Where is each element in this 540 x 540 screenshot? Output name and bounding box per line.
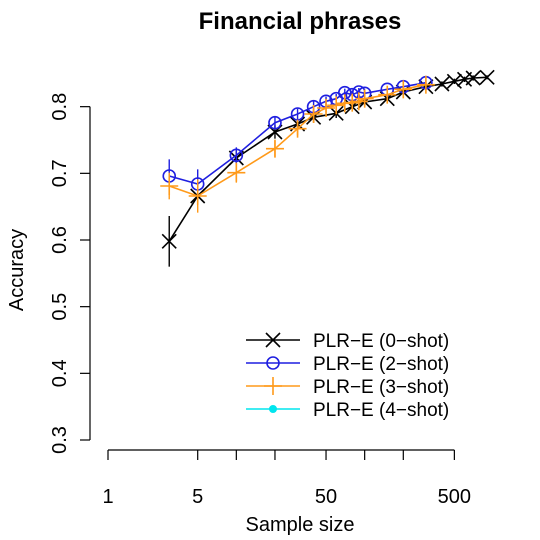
legend-label: PLR−E (0−shot) bbox=[313, 331, 449, 352]
data-point bbox=[479, 69, 495, 85]
x-tick-label: 1 bbox=[102, 486, 113, 508]
series-2 bbox=[160, 75, 435, 213]
data-point bbox=[446, 73, 462, 89]
x-tick-label: 500 bbox=[438, 486, 471, 508]
legend-marker bbox=[264, 377, 282, 395]
data-point bbox=[229, 148, 244, 163]
legend: PLR−E (0−shot)PLR−E (2−shot)PLR−E (3−sho… bbox=[246, 331, 449, 421]
data-point bbox=[160, 177, 179, 195]
y-axis: 0.3 0.4 0.5 0.6 0.7 0.8 bbox=[49, 93, 91, 454]
series-line bbox=[168, 76, 488, 242]
plot-area bbox=[160, 69, 495, 267]
x-axis-label: Sample size bbox=[246, 514, 355, 536]
legend-entry: PLR−E (0−shot) bbox=[246, 331, 449, 352]
data-point bbox=[416, 75, 435, 94]
data-point bbox=[434, 76, 450, 92]
data-point bbox=[161, 233, 177, 249]
data-point bbox=[288, 119, 307, 138]
data-point bbox=[188, 187, 207, 205]
legend-marker bbox=[265, 332, 281, 348]
x-tick-label: 5 bbox=[192, 486, 203, 508]
y-tick-label: 0.7 bbox=[49, 159, 71, 187]
data-point bbox=[394, 80, 413, 99]
legend-label: PLR−E (2−shot) bbox=[313, 354, 449, 375]
legend-marker bbox=[269, 405, 277, 413]
y-tick-label: 0.6 bbox=[49, 226, 71, 254]
data-point bbox=[355, 89, 374, 108]
y-tick-label: 0.4 bbox=[49, 359, 71, 387]
y-tick-label: 0.8 bbox=[49, 93, 71, 121]
y-tick-label: 0.3 bbox=[49, 426, 71, 454]
legend-entry: PLR−E (4−shot) bbox=[246, 400, 449, 421]
legend-marker bbox=[266, 356, 280, 370]
legend-label: PLR−E (3−shot) bbox=[313, 377, 449, 398]
data-point bbox=[465, 70, 481, 86]
legend-label: PLR−E (4−shot) bbox=[313, 400, 449, 421]
data-point bbox=[327, 96, 346, 115]
series-0 bbox=[161, 69, 495, 267]
data-point bbox=[378, 85, 397, 104]
data-point bbox=[304, 105, 323, 123]
data-point bbox=[317, 99, 336, 117]
y-axis-label: Accuracy bbox=[6, 229, 28, 311]
x-tick-label: 50 bbox=[315, 486, 337, 508]
data-point bbox=[268, 115, 282, 130]
x-axis: 1 5 50 500 bbox=[102, 449, 471, 508]
legend-entry: PLR−E (3−shot) bbox=[246, 377, 449, 398]
chart-title: Financial phrases bbox=[199, 8, 402, 35]
data-point bbox=[227, 163, 246, 182]
legend-entry: PLR−E (2−shot) bbox=[246, 354, 449, 375]
y-tick-label: 0.5 bbox=[49, 293, 71, 321]
data-point bbox=[265, 139, 284, 158]
